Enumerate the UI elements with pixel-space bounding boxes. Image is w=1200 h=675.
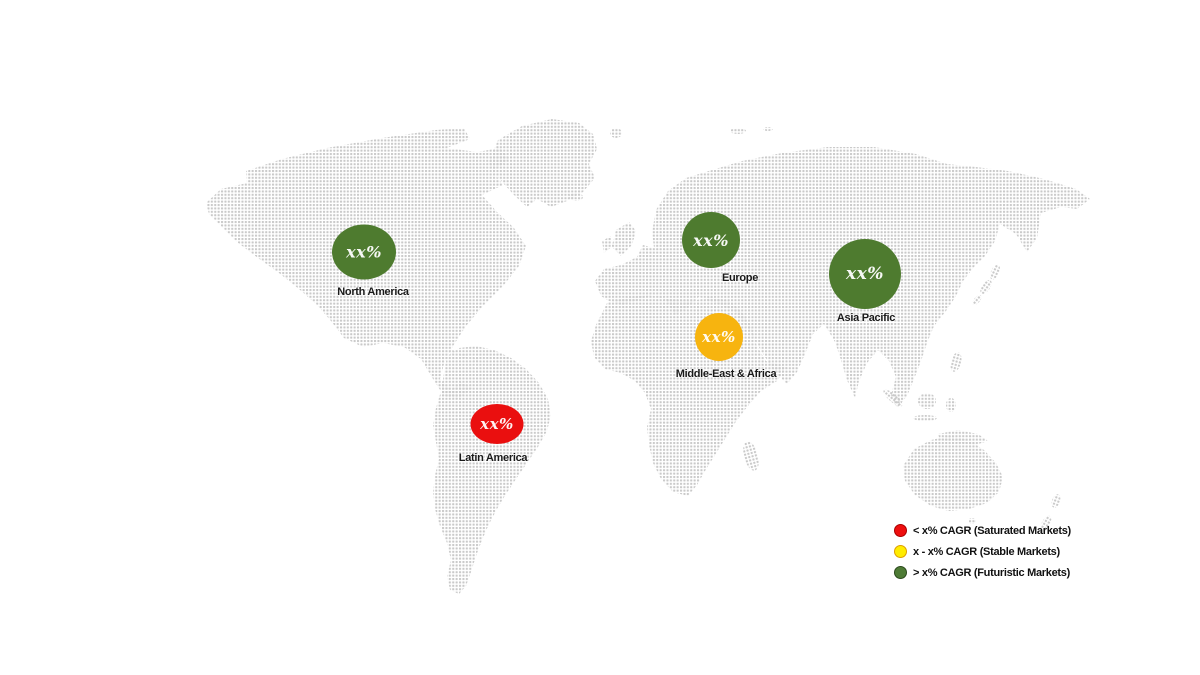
- europe-bubble: xx%: [682, 212, 740, 268]
- legend-item-futuristic: > x% CAGR (Futuristic Markets): [894, 566, 1071, 579]
- cagr-legend: < x% CAGR (Saturated Markets) x - x% CAG…: [894, 524, 1071, 579]
- asia-pacific-label: Asia Pacific: [836, 312, 896, 324]
- landmass-arctic-isle: [730, 128, 746, 134]
- landmass-new-zealand: [1040, 515, 1052, 531]
- landmass-south-america: [433, 346, 551, 594]
- legend-label-futuristic: > x% CAGR (Futuristic Markets): [913, 566, 1070, 579]
- landmass-new-zealand: [1051, 494, 1061, 508]
- landmass-iceland: [569, 193, 583, 201]
- legend-label-saturated: < x% CAGR (Saturated Markets): [913, 524, 1071, 537]
- saturated-markets-dot-icon: [894, 524, 907, 537]
- europe-value: xx%: [693, 230, 729, 250]
- north-america-label: North America: [337, 286, 409, 298]
- latin-america-bubble: xx%: [470, 404, 524, 444]
- legend-item-saturated: < x% CAGR (Saturated Markets): [894, 524, 1071, 537]
- futuristic-markets-dot-icon: [894, 566, 907, 579]
- latin-america-label: Latin America: [458, 452, 528, 464]
- landmass-arctic-isle: [763, 127, 773, 131]
- landmass-java: [913, 415, 937, 421]
- europe-label: Europe: [721, 272, 759, 284]
- landmass-greenland: [489, 119, 597, 207]
- landmass-madagascar: [743, 441, 759, 471]
- landmass-sulawesi: [946, 398, 956, 412]
- legend-item-stable: x - x% CAGR (Stable Markets): [894, 545, 1071, 558]
- landmass-japan: [980, 280, 992, 294]
- landmass-ireland: [602, 236, 613, 253]
- landmass-sumatra: [883, 389, 903, 407]
- landmass-borneo: [918, 393, 936, 409]
- asia-pacific-value: xx%: [846, 264, 884, 284]
- middle-east-africa-bubble: xx%: [695, 313, 743, 361]
- legend-label-stable: x - x% CAGR (Stable Markets): [913, 545, 1060, 558]
- landmass-britain: [612, 222, 636, 256]
- landmass-svalbard: [610, 128, 622, 138]
- latin-america-value: xx%: [480, 415, 514, 433]
- stable-markets-dot-icon: [894, 545, 907, 558]
- asia-pacific-bubble: xx%: [829, 239, 901, 309]
- landmass-australia: [903, 436, 1003, 511]
- north-america-value: xx%: [346, 242, 382, 262]
- landmass-tasmania: [968, 518, 976, 524]
- middle-east-africa-value: xx%: [702, 328, 736, 346]
- middle-east-africa-label: Middle-East & Africa: [675, 368, 777, 380]
- landmass-philippines: [950, 352, 962, 372]
- north-america-bubble: xx%: [332, 224, 396, 280]
- landmass-japan: [972, 295, 982, 305]
- landmass-japan: [990, 264, 1000, 280]
